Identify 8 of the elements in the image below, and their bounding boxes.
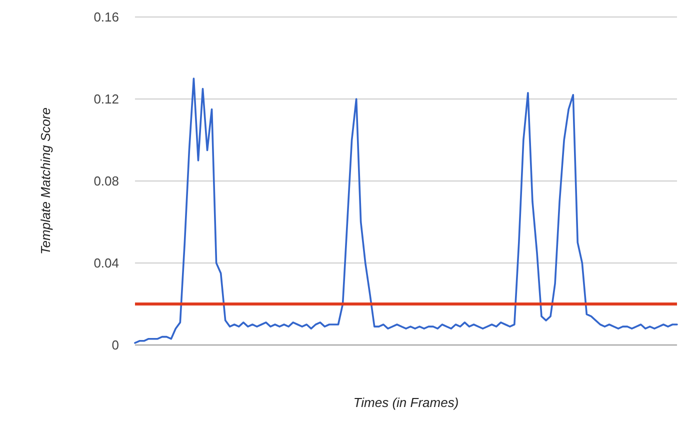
y-axis-title: Template Matching Score [38, 108, 53, 254]
y-tick-label: 0.04 [94, 256, 119, 271]
y-tick-label: 0.16 [94, 10, 119, 25]
y-tick-label: 0.08 [94, 174, 119, 189]
y-tick-label: 0 [112, 338, 119, 353]
y-tick-label: 0.12 [94, 92, 119, 107]
x-axis-title: Times (in Frames) [353, 395, 459, 410]
line-series [134, 78, 678, 344]
